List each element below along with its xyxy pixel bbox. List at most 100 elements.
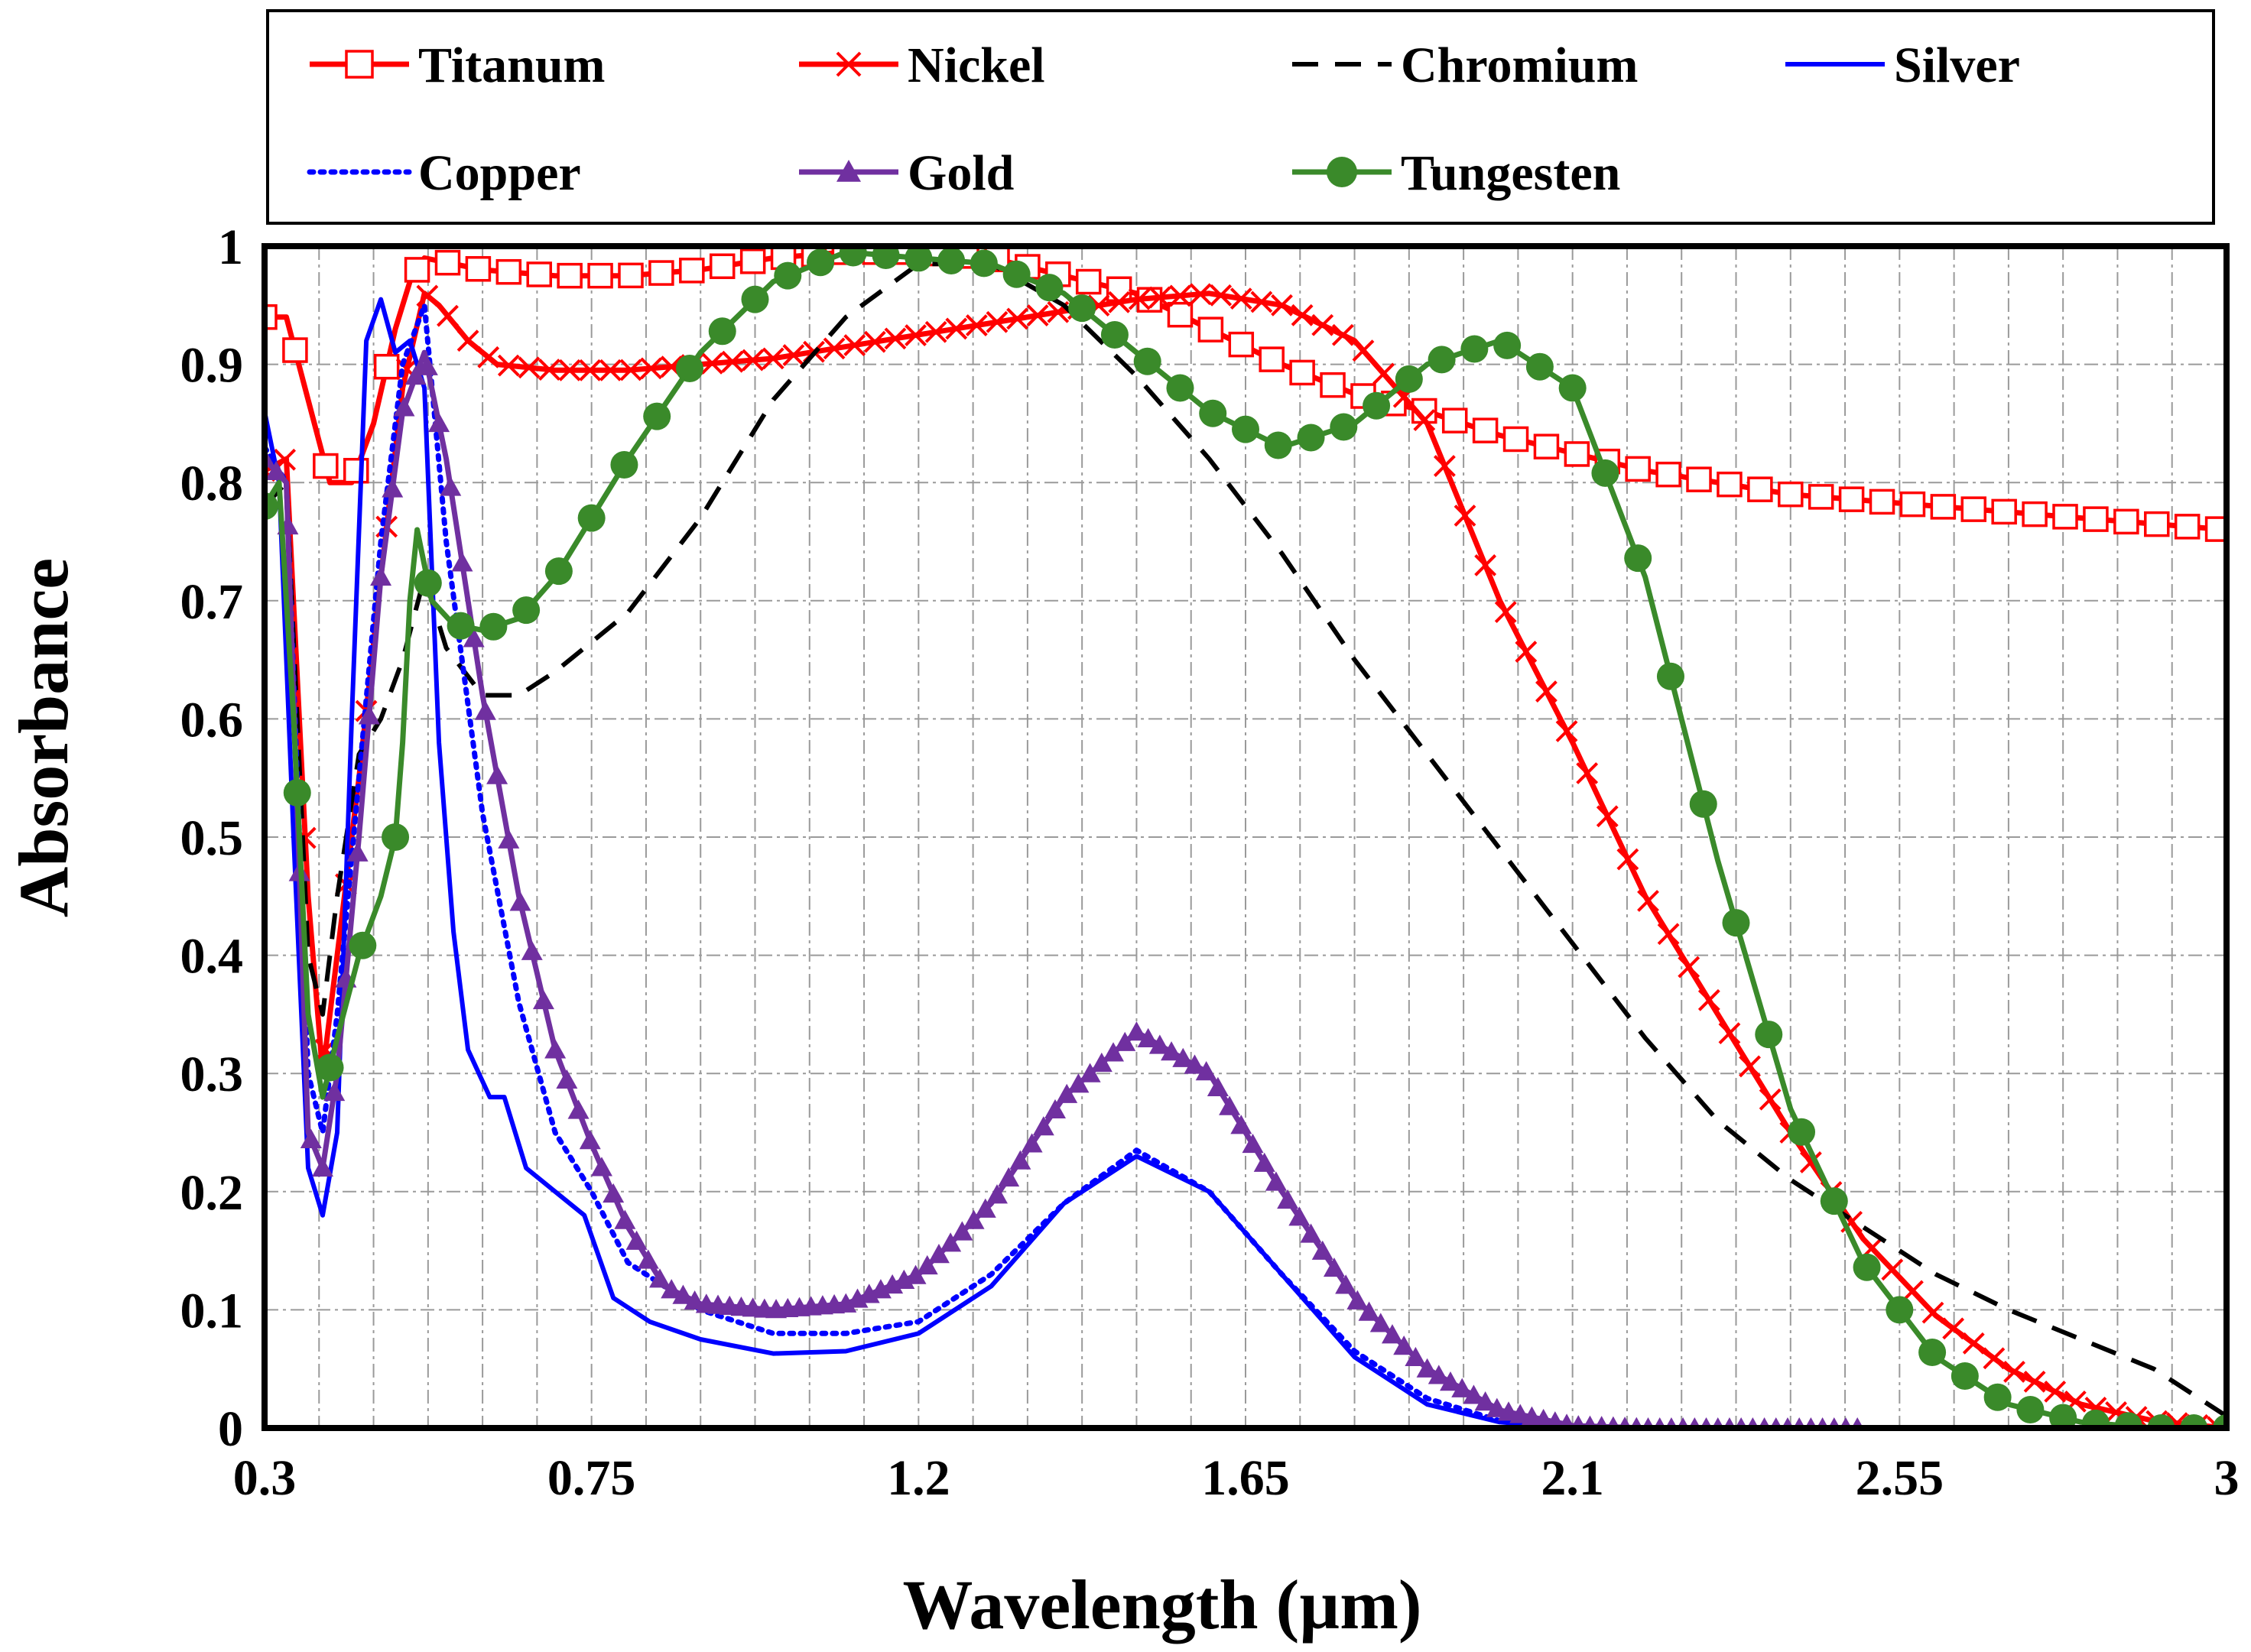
data-point	[1106, 276, 1132, 303]
data-point	[1167, 301, 1194, 328]
data-point	[675, 355, 703, 383]
data-point	[265, 460, 287, 480]
data-point	[1535, 680, 1558, 703]
data-point	[587, 262, 613, 289]
data-point	[456, 329, 479, 352]
data-point	[498, 829, 520, 849]
data-point	[2114, 1412, 2142, 1428]
data-point	[1657, 923, 1680, 946]
data-point	[1297, 424, 1325, 452]
data-point	[625, 1230, 648, 1250]
data-point	[836, 160, 861, 182]
legend-item-nickel: Nickel	[799, 37, 1045, 93]
x-tick-label: 1.65	[1201, 1450, 1290, 1506]
data-point	[1545, 1411, 1565, 1428]
y-tick-label: 0	[218, 1401, 243, 1457]
data-point	[924, 320, 947, 343]
data-point	[1044, 1099, 1067, 1119]
data-point	[1656, 662, 1684, 690]
data-point	[1148, 1034, 1171, 1054]
data-point	[1189, 283, 1212, 306]
data-point	[1558, 1413, 1575, 1428]
data-point	[637, 1249, 659, 1269]
data-point	[509, 891, 531, 911]
data-point	[1722, 909, 1750, 937]
data-point	[1686, 466, 1712, 492]
data-point	[1090, 1052, 1113, 1073]
data-point	[872, 245, 900, 269]
data-point	[382, 823, 410, 851]
data-point	[1327, 157, 1357, 187]
data-point	[1472, 417, 1499, 443]
data-point	[945, 317, 968, 340]
data-point	[343, 457, 369, 484]
x-tick-label: 2.1	[1541, 1450, 1604, 1506]
data-point	[1079, 1063, 1101, 1082]
data-point	[1899, 491, 1926, 518]
data-point	[1148, 286, 1171, 309]
y-tick-label: 0.4	[180, 929, 244, 985]
data-point	[521, 940, 543, 960]
data-point	[1755, 1021, 1783, 1049]
series-silver	[265, 297, 1791, 1428]
data-point	[358, 705, 380, 725]
data-point	[1393, 1336, 1415, 1355]
data-point	[1571, 1415, 1586, 1428]
data-point	[619, 359, 642, 381]
y-tick-label: 0.7	[180, 574, 244, 630]
data-point	[1363, 391, 1391, 420]
data-point	[1616, 848, 1639, 871]
data-point	[2083, 506, 2109, 532]
y-axis-title: Absorbance	[5, 558, 83, 917]
data-point	[312, 1157, 334, 1177]
data-point	[414, 569, 442, 597]
data-point	[416, 355, 438, 375]
data-point	[1126, 1021, 1148, 1041]
data-point	[1759, 1088, 1782, 1111]
data-point	[1331, 323, 1354, 346]
data-point	[863, 330, 886, 353]
data-point	[1009, 1150, 1031, 1170]
data-point	[1289, 359, 1315, 386]
data-point	[884, 327, 907, 350]
legend-item-titanum: Titanum	[310, 37, 606, 93]
x-tick-label: 1.2	[887, 1450, 950, 1506]
data-point	[1311, 313, 1334, 336]
data-point	[1441, 407, 1468, 433]
data-point	[1486, 1397, 1508, 1417]
data-point	[323, 1081, 346, 1102]
data-point	[556, 1069, 578, 1089]
data-point	[782, 344, 805, 366]
data-point	[905, 324, 927, 346]
data-point	[1454, 505, 1476, 527]
data-point	[349, 931, 377, 959]
data-point	[963, 1209, 985, 1229]
legend-item-tungesten: Tungesten	[1292, 145, 1620, 201]
data-point	[463, 628, 485, 647]
data-point	[2174, 514, 2201, 540]
data-point	[1930, 494, 1957, 520]
data-point	[1230, 1115, 1252, 1134]
data-point	[1291, 303, 1314, 326]
data-point	[1515, 641, 1538, 664]
data-point	[437, 304, 459, 327]
data-point	[1035, 274, 1064, 302]
x-axis-ticks: 0.3 0.75 1.2 1.65 2.1 2.55 3	[233, 1450, 2240, 1506]
data-point	[614, 1209, 636, 1229]
data-point	[477, 346, 500, 368]
data-point	[1838, 486, 1865, 512]
data-point	[1428, 346, 1456, 374]
data-point	[1678, 956, 1700, 979]
data-point	[1451, 1378, 1473, 1397]
legend-label: Silver	[1894, 37, 2020, 93]
x-axis-title: Wavelength (µm)	[902, 1566, 1421, 1644]
data-point	[940, 1232, 962, 1252]
data-point	[1161, 1041, 1183, 1061]
legend-label: Gold	[908, 145, 1014, 201]
data-point	[1311, 1240, 1333, 1260]
legend-item-copper: Copper	[307, 145, 581, 201]
data-point	[774, 261, 802, 290]
data-point	[2147, 1414, 2175, 1428]
legend-label: Chromium	[1401, 37, 1638, 93]
data-point	[1265, 1171, 1287, 1191]
